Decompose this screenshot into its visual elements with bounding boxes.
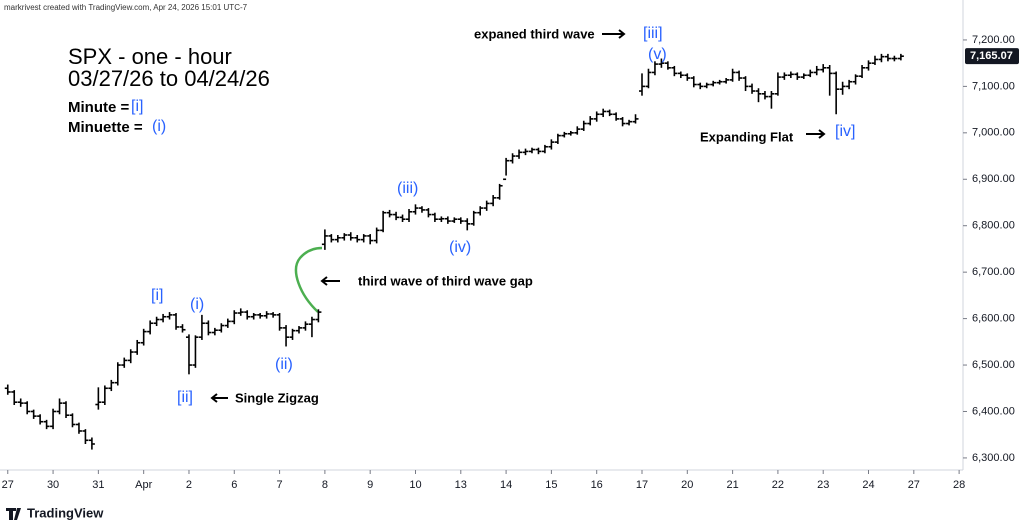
price-bars <box>4 53 904 450</box>
annotation: Single Zigzag <box>235 390 319 405</box>
annotation: (i) <box>190 296 204 313</box>
x-tick-label: 20 <box>681 479 693 491</box>
x-tick-label: 22 <box>772 479 784 491</box>
x-tick-label: 14 <box>500 479 512 491</box>
y-tick-label: 7,100.00 <box>972 80 1015 92</box>
y-tick-label: 6,400.00 <box>972 405 1015 417</box>
x-tick-label: 28 <box>953 479 965 491</box>
y-tick-label: 6,600.00 <box>972 313 1015 325</box>
y-tick-label: 6,800.00 <box>972 220 1015 232</box>
brand: TradingView <box>6 505 104 520</box>
x-tick-label: 21 <box>726 479 738 491</box>
x-tick-label: 16 <box>591 479 603 491</box>
x-tick-label: 8 <box>322 479 328 491</box>
annotation: (v) <box>648 46 667 63</box>
x-tick-label: 23 <box>817 479 829 491</box>
arrow-left <box>320 276 340 286</box>
brand-name: TradingView <box>27 505 104 520</box>
annotation: [i] <box>151 287 163 304</box>
y-tick-label: 7,200.00 <box>972 34 1015 46</box>
last-price-label: 7,165.07 <box>970 50 1013 62</box>
x-tick-label: 13 <box>455 479 467 491</box>
gap-curve <box>294 246 323 313</box>
x-tick-label: 30 <box>47 479 59 491</box>
x-tick-label: 6 <box>231 479 237 491</box>
annotation: [ii] <box>177 389 193 406</box>
y-tick-label: 6,500.00 <box>972 359 1015 371</box>
annotation: (i) <box>152 118 166 135</box>
arrow-right <box>602 29 626 39</box>
arrow-right <box>806 129 826 139</box>
x-tick-label: Apr <box>135 479 152 491</box>
annotation: Minuette = <box>68 119 143 136</box>
annotation: (iv) <box>449 239 471 256</box>
brand-logo <box>6 508 21 520</box>
arrows <box>210 29 826 403</box>
x-tick-label: 27 <box>2 479 14 491</box>
x-tick-label: 17 <box>636 479 648 491</box>
x-tick-label: 7 <box>277 479 283 491</box>
x-tick-label: 9 <box>367 479 373 491</box>
annotation: (iii) <box>397 180 418 197</box>
annotation: 03/27/26 to 04/24/26 <box>68 66 270 91</box>
last-price-box <box>965 48 1019 65</box>
annotation: Minute = <box>68 99 129 116</box>
arrow-left <box>210 393 228 403</box>
y-tick-label: 7,000.00 <box>972 127 1015 139</box>
watermark: markrivest created with TradingView.com,… <box>4 3 248 12</box>
annotation: [iii] <box>643 25 663 42</box>
annotation: expaned third wave <box>474 26 595 41</box>
x-tick-label: 31 <box>92 479 104 491</box>
x-tick-label: 10 <box>409 479 421 491</box>
y-tick-label: 6,300.00 <box>972 452 1015 464</box>
x-tick-label: 24 <box>862 479 874 491</box>
x-tick-label: 2 <box>186 479 192 491</box>
annotation: [i] <box>131 98 143 115</box>
y-tick-label: 6,700.00 <box>972 266 1015 278</box>
annotation: (ii) <box>275 356 293 373</box>
x-tick-label: 27 <box>908 479 920 491</box>
annotation: [iv] <box>835 123 855 140</box>
annotation: third wave of third wave gap <box>358 273 533 288</box>
annotation: SPX - one - hour <box>68 44 232 69</box>
annotation: Expanding Flat <box>700 129 794 144</box>
x-tick-label: 15 <box>545 479 557 491</box>
y-tick-label: 6,900.00 <box>972 173 1015 185</box>
